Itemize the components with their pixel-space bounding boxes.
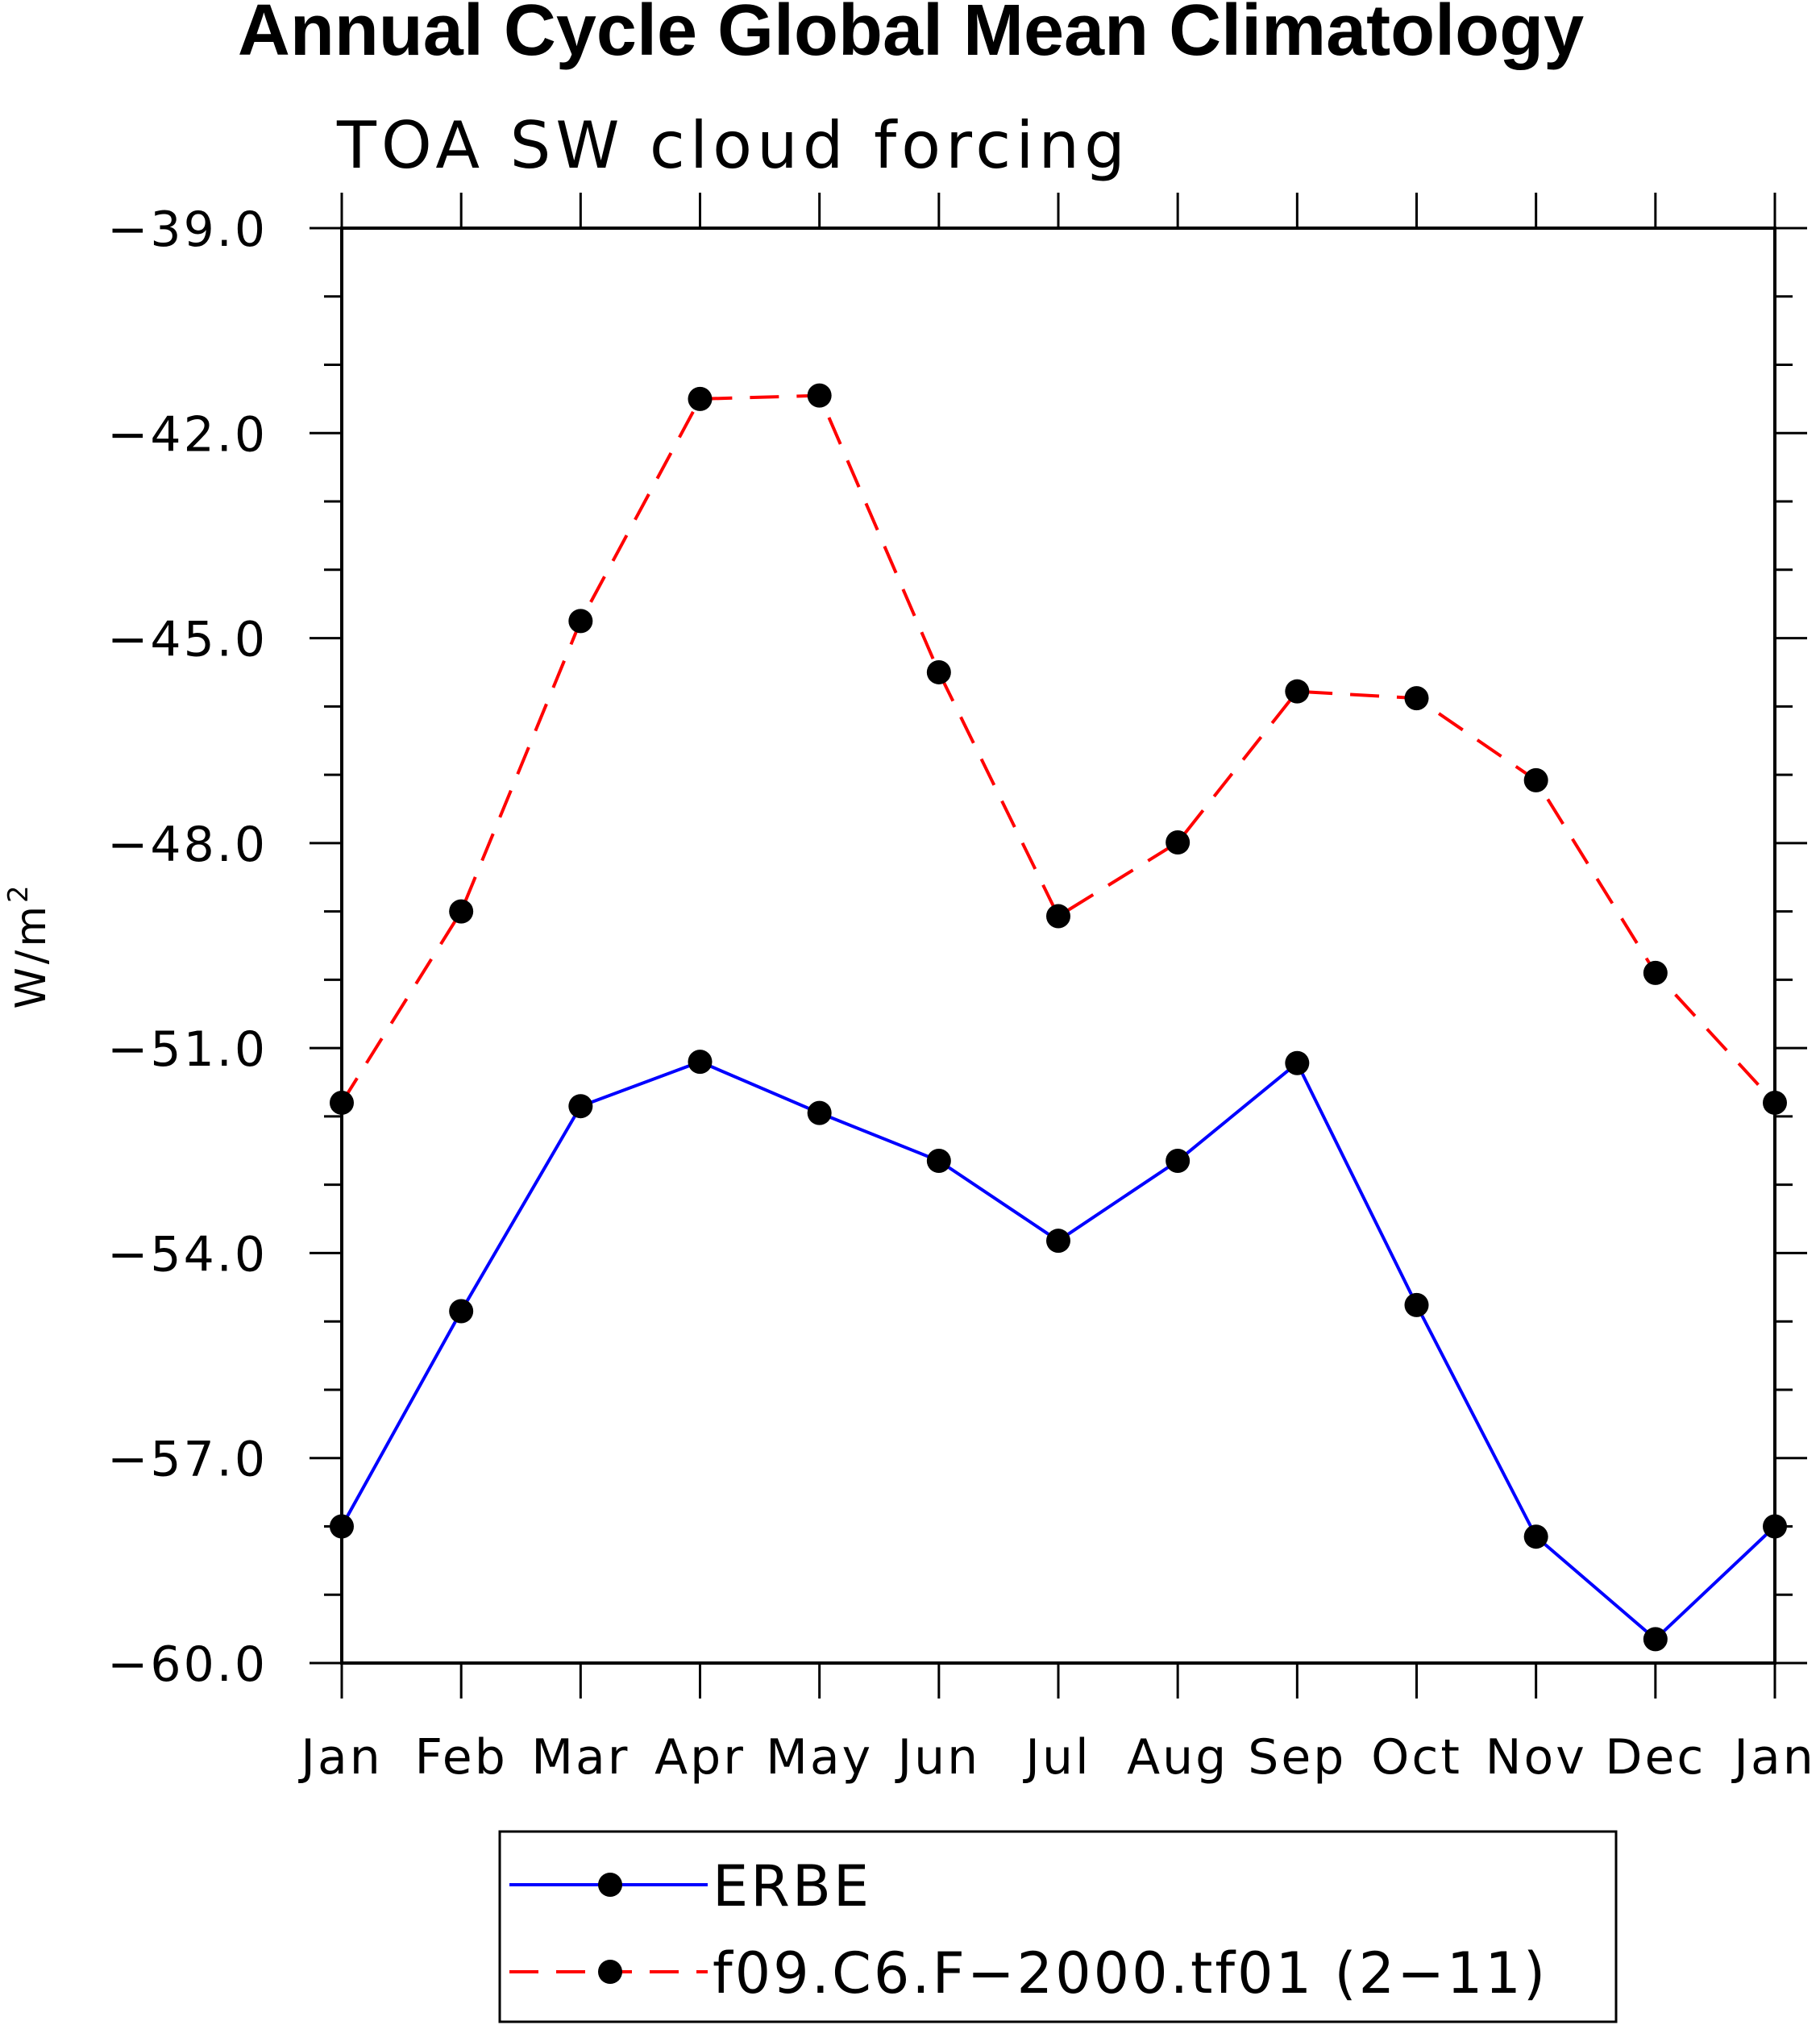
y-tick-label: −57.0: [107, 1432, 268, 1488]
x-tick-label: Dec: [1605, 1729, 1706, 1786]
data-point: [449, 1299, 474, 1324]
y-tick-label: −54.0: [107, 1226, 268, 1283]
x-tick-label: Jan: [297, 1729, 383, 1786]
data-point: [1763, 1514, 1787, 1539]
x-tick-label: Aug: [1127, 1729, 1228, 1786]
y-tick-label: −45.0: [107, 612, 268, 668]
legend-marker: [598, 1960, 622, 1984]
series-line: [340, 1059, 1776, 1642]
x-tick-label: Nov: [1486, 1729, 1587, 1786]
data-point: [449, 899, 474, 924]
x-tick-label: Sep: [1248, 1729, 1346, 1786]
x-tick-label: Feb: [415, 1729, 508, 1786]
data-point: [926, 659, 951, 684]
series-line: [340, 393, 1776, 1104]
series-layer: [330, 383, 1787, 1652]
data-point: [807, 1100, 832, 1125]
data-point: [807, 383, 832, 408]
data-point: [1643, 960, 1668, 985]
data-point: [688, 1050, 713, 1075]
y-tick-label: −42.0: [107, 406, 268, 463]
y-tick-labels: −39.0 −42.0 −45.0 −48.0 −51.0 −54.0 −57.0 −60.0: [107, 202, 268, 1693]
y-tick-label: −48.0: [107, 817, 268, 873]
data-point: [926, 1149, 951, 1173]
data-point: [1046, 1229, 1070, 1254]
data-point: [1523, 767, 1548, 792]
axis-ticks: [310, 193, 1807, 1699]
data-point: [1166, 830, 1190, 855]
data-point: [568, 609, 593, 634]
data-point: [688, 386, 713, 411]
x-tick-label: Mar: [531, 1729, 630, 1786]
legend-marker: [598, 1873, 622, 1897]
plot-frame: [340, 227, 1776, 1665]
chart-subtitle: TOA SW cloud forcing: [336, 108, 1130, 183]
data-point: [330, 1090, 354, 1115]
data-point: [1763, 1090, 1787, 1115]
data-point: [1046, 904, 1070, 929]
data-point: [1404, 1292, 1429, 1317]
data-point: [1643, 1627, 1668, 1652]
y-tick-label: −39.0: [107, 202, 268, 258]
legend: ERBE f09.C6.F−2000.tf01 (2−11): [509, 1853, 1548, 2006]
x-tick-labels: Jan Feb Mar Apr May Jun Jul Aug Sep Oct Nov Dec Jan: [297, 1729, 1816, 1786]
y-tick-label: −51.0: [107, 1021, 268, 1078]
data-point: [568, 1094, 593, 1119]
data-point: [1166, 1149, 1190, 1173]
legend-label: f09.C6.F−2000.tf01 (2−11): [713, 1940, 1548, 2006]
x-tick-label: Jan: [1731, 1729, 1816, 1786]
x-tick-label: Jul: [1022, 1729, 1091, 1786]
data-point: [330, 1514, 354, 1539]
x-tick-label: Jun: [894, 1729, 980, 1786]
data-point: [1285, 679, 1310, 704]
data-point: [1523, 1524, 1548, 1549]
chart-title: Annual Cycle Global Mean Climatology: [238, 0, 1584, 71]
legend-label: ERBE: [713, 1853, 871, 1919]
x-tick-label: Apr: [654, 1729, 746, 1786]
x-tick-label: May: [766, 1729, 873, 1786]
data-point: [1404, 686, 1429, 711]
y-tick-label: −60.0: [107, 1636, 268, 1693]
x-tick-label: Oct: [1371, 1729, 1462, 1786]
y-axis-label: W/m2: [2, 882, 56, 1008]
data-point: [1285, 1050, 1310, 1075]
legend-box: [498, 1830, 1618, 2023]
